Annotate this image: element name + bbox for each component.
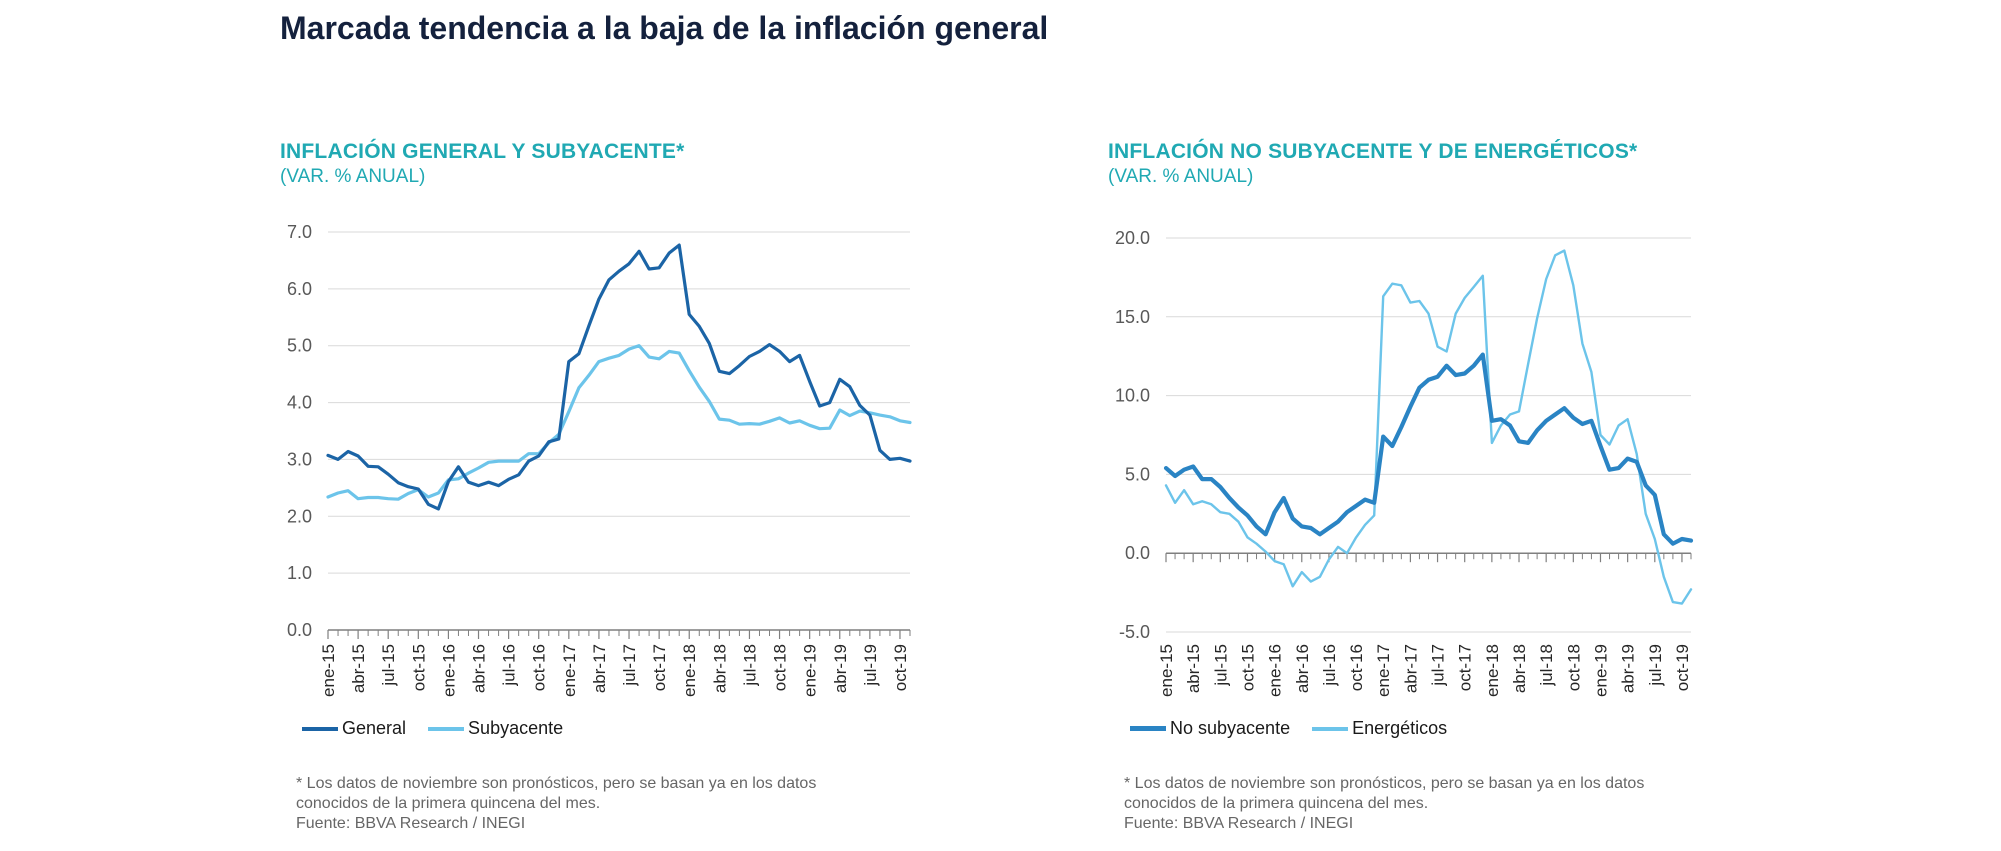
chart-subtitle: (VAR. % ANUAL) — [280, 166, 426, 187]
chart-title: INFLACIÓN GENERAL Y SUBYACENTE* — [280, 140, 685, 163]
x-tick-label: ene-17 — [560, 644, 579, 697]
y-tick-label: 1.0 — [287, 563, 312, 583]
x-tick-label: oct-17 — [650, 644, 669, 691]
legend-label: Subyacente — [468, 718, 564, 738]
legend-label: Energéticos — [1352, 718, 1448, 738]
legend-swatch-no-subyacente — [1130, 726, 1166, 731]
legend-item-subyacente: Subyacente — [428, 718, 563, 739]
x-tick-label: abr-16 — [1293, 644, 1312, 693]
x-tick-label: oct-19 — [891, 644, 910, 691]
legend-swatch-general — [302, 726, 338, 731]
y-tick-label: 20.0 — [1115, 228, 1150, 248]
x-tick-label: abr-19 — [831, 644, 850, 693]
slide-title: Marcada tendencia a la baja de la inflac… — [280, 10, 1049, 46]
y-tick-label: 5.0 — [1125, 464, 1150, 484]
y-tick-label: 5.0 — [287, 336, 312, 356]
y-tick-label: 10.0 — [1115, 386, 1150, 406]
x-tick-label: jul-15 — [1211, 644, 1230, 687]
x-tick-label: oct-16 — [1347, 644, 1366, 691]
chart-panel-no-subyacente-energeticos: INFLACIÓN NO SUBYACENTE Y DE ENERGÉTICOS… — [1108, 140, 1968, 840]
footnote-line: * Los datos de noviembre son pronósticos… — [1124, 775, 1645, 792]
x-tick-label: jul-15 — [379, 644, 398, 687]
y-tick-label: -5.0 — [1119, 622, 1150, 642]
x-tick-label: abr-18 — [1510, 644, 1529, 693]
x-tick-label: oct-19 — [1673, 644, 1692, 691]
x-tick-label: jul-19 — [861, 644, 880, 687]
series-line-energeticos — [1164, 249, 1693, 605]
line-chart-no-subyacente-energeticos: -5.0 0.0 5.0 10.0 15.0 20.0 ene-15 abr-15 jul-15… — [1115, 228, 1694, 697]
x-tick-label: oct-18 — [1564, 644, 1583, 691]
y-tick-label: 2.0 — [287, 506, 312, 526]
footnote-line: conocidos de la primera quincena del mes… — [296, 795, 601, 812]
legend-label: General — [342, 718, 407, 738]
footnote-line: conocidos de la primera quincena del mes… — [1124, 795, 1429, 812]
x-tick-label: jul-19 — [1646, 644, 1665, 687]
x-tick-label: ene-19 — [1591, 644, 1610, 697]
x-tick-label: abr-15 — [1184, 644, 1203, 693]
legend-item-general: General — [302, 718, 406, 739]
x-tick-label: jul-18 — [740, 644, 759, 687]
y-tick-label: 7.0 — [287, 222, 312, 242]
y-tick-label: 6.0 — [287, 279, 312, 299]
series-line-general — [326, 243, 912, 511]
footnote-line: * Los datos de noviembre son pronósticos… — [296, 775, 817, 792]
legend-swatch-subyacente — [428, 726, 465, 731]
x-tick-label: jul-16 — [500, 644, 519, 687]
chart-panel-general-subyacente: INFLACIÓN GENERAL Y SUBYACENTE* (VAR. % … — [280, 140, 1140, 840]
x-tick-label: abr-16 — [470, 644, 489, 693]
chart-footnote: * Los datos de noviembre son pronósticos… — [1124, 774, 1724, 834]
x-tick-label: oct-16 — [530, 644, 549, 691]
footnote-source: Fuente: BBVA Research / INEGI — [1124, 815, 1354, 832]
x-tick-label: ene-17 — [1374, 644, 1393, 697]
x-tick-label: ene-15 — [319, 644, 338, 697]
legend-item-no-subyacente: No subyacente — [1130, 718, 1290, 739]
x-tick-label: jul-17 — [1429, 644, 1448, 687]
chart-footnote: * Los datos de noviembre son pronósticos… — [296, 774, 896, 834]
x-tick-label: ene-16 — [439, 644, 458, 697]
x-tick-label: jul-18 — [1537, 644, 1556, 687]
chart-subtitle: (VAR. % ANUAL) — [1108, 166, 1254, 187]
x-tick-label: abr-15 — [349, 644, 368, 693]
x-tick-label: oct-15 — [1238, 644, 1257, 691]
x-tick-label: abr-17 — [590, 644, 609, 693]
x-tick-label: jul-16 — [1320, 644, 1339, 687]
chart-legend: No subyacente Energéticos — [1130, 718, 1469, 739]
chart-title: INFLACIÓN NO SUBYACENTE Y DE ENERGÉTICOS… — [1108, 140, 1638, 163]
y-tick-label: 15.0 — [1115, 307, 1150, 327]
legend-label: No subyacente — [1170, 718, 1291, 738]
x-tick-label: ene-15 — [1157, 644, 1176, 697]
y-tick-label: 4.0 — [287, 393, 312, 413]
x-tick-label: abr-19 — [1619, 644, 1638, 693]
x-tick-label: ene-19 — [801, 644, 820, 697]
x-tick-label: ene-18 — [680, 644, 699, 697]
series-line-no-subyacente — [1163, 352, 1694, 546]
x-tick-label: abr-18 — [710, 644, 729, 693]
x-tick-label: oct-15 — [409, 644, 428, 691]
y-tick-label: 3.0 — [287, 449, 312, 469]
legend-item-energeticos: Energéticos — [1312, 718, 1447, 739]
footnote-source: Fuente: BBVA Research / INEGI — [296, 815, 526, 832]
x-tick-label: jul-17 — [620, 644, 639, 687]
y-tick-label: 0.0 — [287, 620, 312, 640]
x-tick-label: ene-18 — [1483, 644, 1502, 697]
x-tick-label: oct-17 — [1456, 644, 1475, 691]
legend-swatch-energeticos — [1312, 726, 1349, 731]
x-tick-label: oct-18 — [771, 644, 790, 691]
x-tick-label: abr-17 — [1401, 644, 1420, 693]
chart-legend: General Subyacente — [302, 718, 585, 739]
series-line-subyacente — [326, 344, 912, 501]
y-tick-label: 0.0 — [1125, 543, 1150, 563]
x-tick-label: ene-16 — [1266, 644, 1285, 697]
line-chart-general-subyacente: 0.0 1.0 2.0 3.0 4.0 5.0 6.0 7.0 ene-15 abr-15 jul-… — [287, 222, 912, 697]
